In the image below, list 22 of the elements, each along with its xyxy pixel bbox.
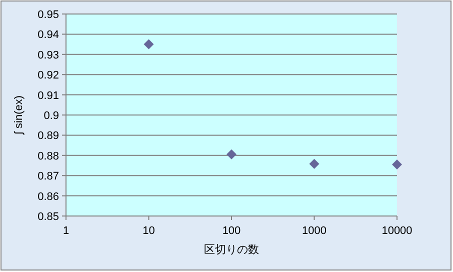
y-axis-title: ∫ sin(ex) bbox=[13, 95, 25, 136]
y-tick-label: 0.88 bbox=[38, 150, 59, 162]
y-tick-label: 0.89 bbox=[38, 130, 59, 142]
y-tick-label: 0.95 bbox=[38, 9, 59, 21]
y-tick-label: 0.91 bbox=[38, 90, 59, 102]
y-tick-label: 0.92 bbox=[38, 70, 59, 82]
x-tick-label: 1000 bbox=[302, 225, 326, 237]
y-tick-label: 0.85 bbox=[38, 211, 59, 223]
x-tick-label: 1 bbox=[62, 225, 70, 237]
x-axis-title: 区切りの数 bbox=[204, 243, 259, 256]
y-tick-label: 0.94 bbox=[38, 29, 59, 42]
point bbox=[144, 39, 154, 50]
x-tick-label: 100 bbox=[222, 225, 241, 237]
x-tick-label: 10000 bbox=[382, 225, 412, 237]
point bbox=[309, 158, 320, 169]
point bbox=[392, 159, 402, 170]
y-tick-label: 0.86 bbox=[38, 190, 59, 203]
point bbox=[226, 149, 236, 160]
y-tick-label: 0.87 bbox=[38, 170, 59, 183]
y-tick-label: 0.9 bbox=[44, 110, 59, 122]
x-tick-label: 10 bbox=[142, 225, 155, 237]
y-tick-label: 0.93 bbox=[38, 49, 59, 62]
